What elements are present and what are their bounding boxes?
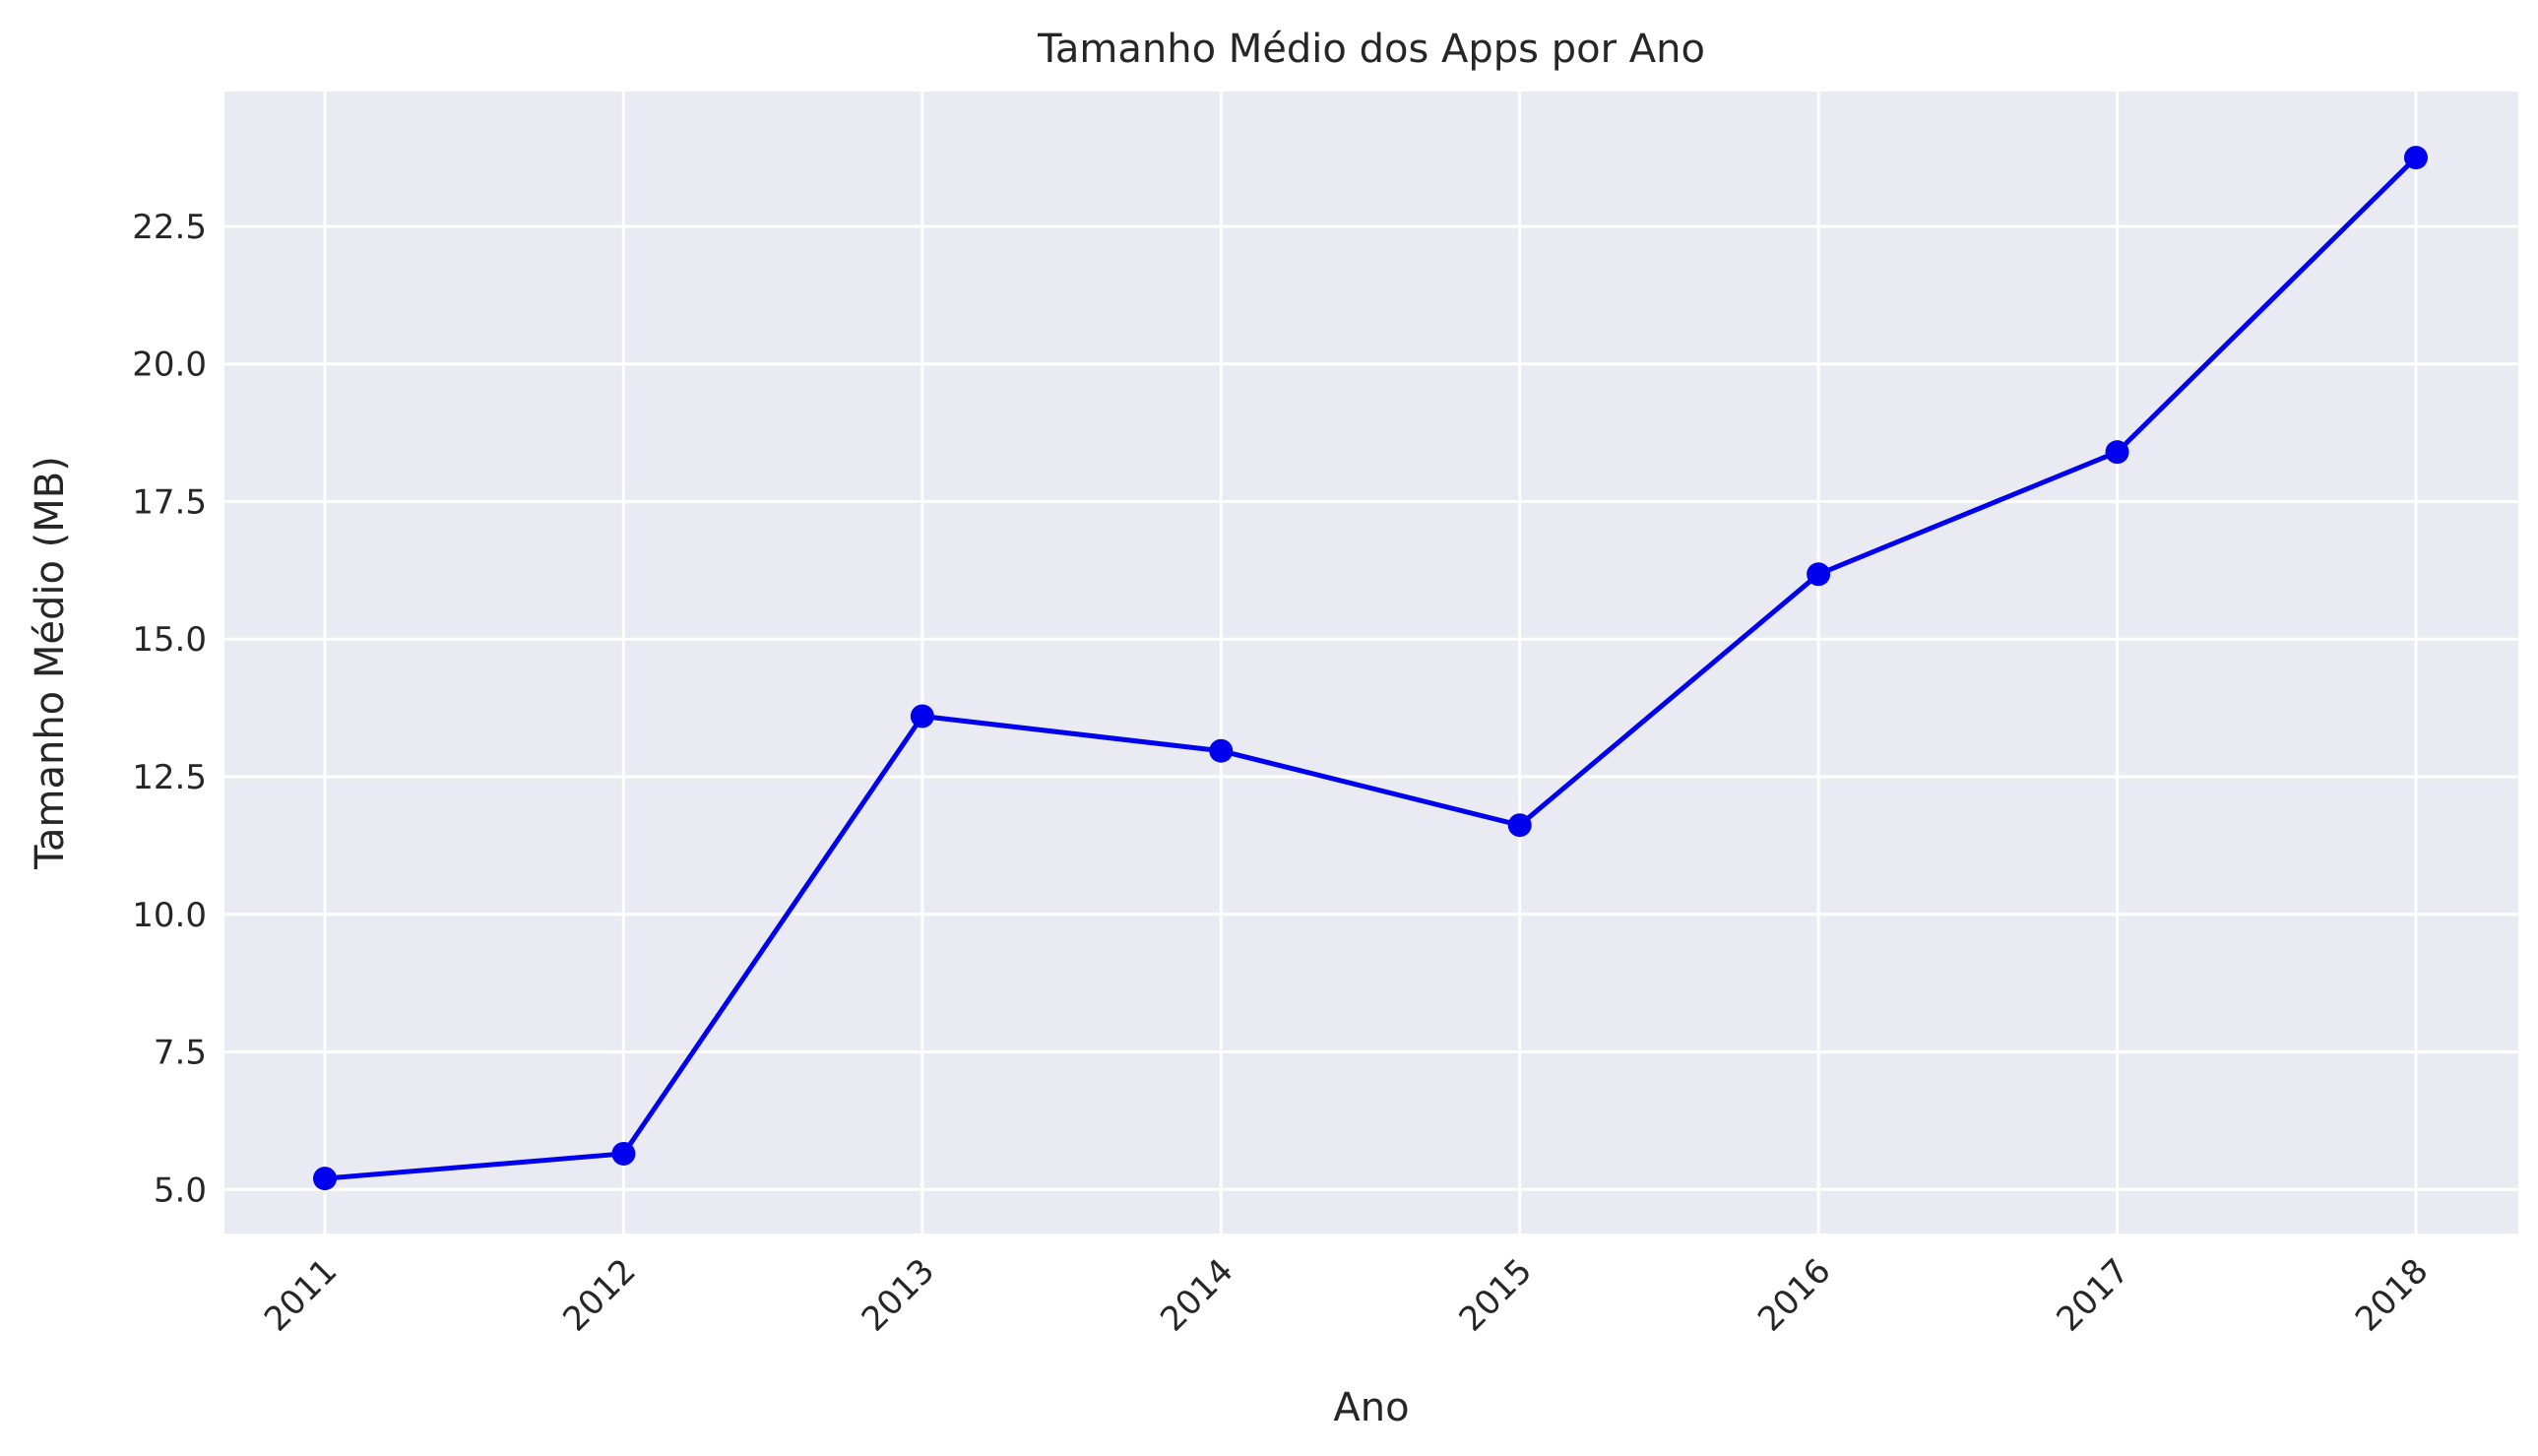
- y-tick-label: 20.0: [132, 346, 207, 385]
- y-tick-label: 12.5: [132, 758, 207, 797]
- y-tick-labels: 5.0 7.5 10.0 12.5 15.0 17.5 20.0 22.5: [132, 208, 207, 1210]
- data-point: [611, 1141, 636, 1166]
- series-line: [324, 156, 2418, 1181]
- data-points: [313, 146, 2428, 1191]
- x-axis-label: Ano: [1333, 1385, 1409, 1430]
- data-point: [1807, 562, 1831, 587]
- y-tick-label: 17.5: [132, 482, 207, 522]
- chart-title: Tamanho Médio dos Apps por Ano: [1037, 27, 1705, 72]
- horizontal-gridlines: [224, 224, 2518, 1191]
- data-point: [910, 704, 934, 728]
- data-point: [1209, 738, 1234, 763]
- plot-area: [224, 92, 2518, 1234]
- y-tick-label: 7.5: [154, 1034, 207, 1073]
- y-tick-label: 15.0: [132, 620, 207, 660]
- y-tick-label: 5.0: [154, 1171, 207, 1210]
- y-tick-label: 22.5: [132, 208, 207, 247]
- y-axis-label: Tamanho Médio (MB): [28, 456, 73, 870]
- data-point: [1507, 813, 1532, 838]
- data-point: [2105, 440, 2129, 465]
- vertical-gridlines: [323, 92, 2418, 1234]
- data-point: [2404, 146, 2428, 170]
- series-line-group: [324, 156, 2418, 1181]
- data-point: [313, 1167, 337, 1191]
- y-tick-label: 10.0: [132, 896, 207, 935]
